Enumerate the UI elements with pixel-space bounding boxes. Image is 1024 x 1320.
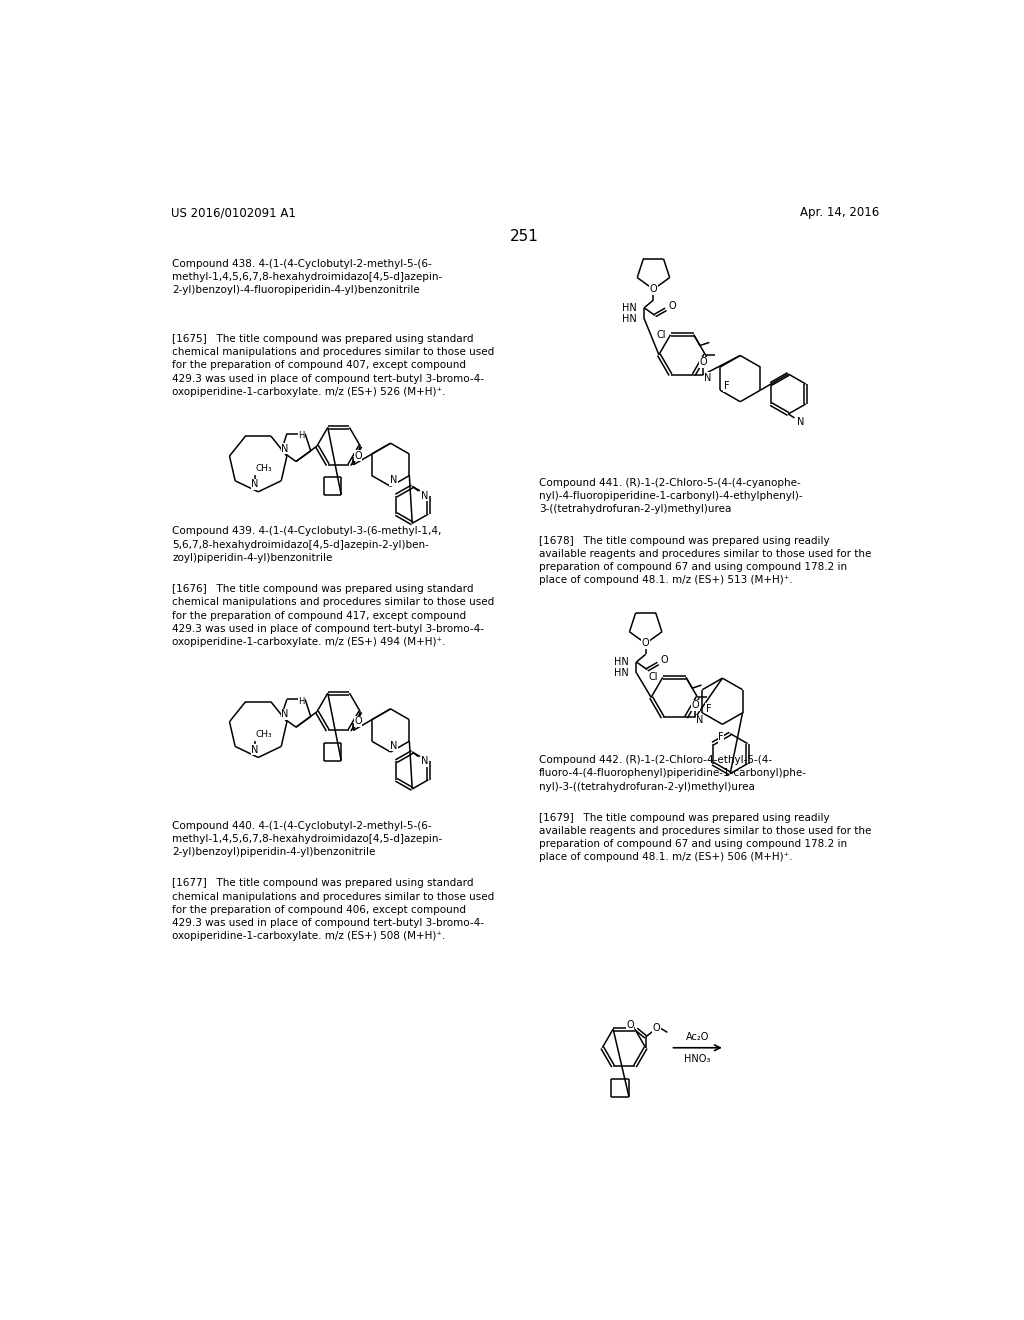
Text: O: O xyxy=(354,450,361,461)
Text: O: O xyxy=(699,358,707,367)
Text: N: N xyxy=(282,709,289,719)
Text: [1676]   The title compound was prepared using standard
chemical manipulations a: [1676] The title compound was prepared u… xyxy=(172,585,495,647)
Text: [1678]   The title compound was prepared using readily
available reagents and pr: [1678] The title compound was prepared u… xyxy=(539,536,871,585)
Text: Apr. 14, 2016: Apr. 14, 2016 xyxy=(801,206,880,219)
Text: N: N xyxy=(252,744,259,755)
Text: H: H xyxy=(298,432,304,441)
Text: Compound 441. (R)-1-(2-Chloro-5-(4-(4-cyanophe-
nyl)-4-fluoropiperidine-1-carbon: Compound 441. (R)-1-(2-Chloro-5-(4-(4-cy… xyxy=(539,478,803,515)
Text: N: N xyxy=(282,444,289,454)
Text: O: O xyxy=(649,284,657,294)
Text: H: H xyxy=(298,697,304,706)
Text: Compound 440. 4-(1-(4-Cyclobutyl-2-methyl-5-(6-
methyl-1,4,5,6,7,8-hexahydroimid: Compound 440. 4-(1-(4-Cyclobutyl-2-methy… xyxy=(172,821,442,857)
Text: HNO₃: HNO₃ xyxy=(684,1053,711,1064)
Text: O: O xyxy=(660,656,668,665)
Text: CH₃: CH₃ xyxy=(255,730,271,739)
Text: N: N xyxy=(252,479,259,490)
Text: Compound 438. 4-(1-(4-Cyclobutyl-2-methyl-5-(6-
methyl-1,4,5,6,7,8-hexahydroimid: Compound 438. 4-(1-(4-Cyclobutyl-2-methy… xyxy=(172,259,442,294)
Text: N: N xyxy=(390,475,397,486)
Text: Compound 442. (R)-1-(2-Chloro-4-ethyl-5-(4-
fluoro-4-(4-fluorophenyl)piperidine-: Compound 442. (R)-1-(2-Chloro-4-ethyl-5-… xyxy=(539,755,807,792)
Text: Compound 439. 4-(1-(4-Cyclobutyl-3-(6-methyl-1,4,
5,6,7,8-hexahydroimidazo[4,5-d: Compound 439. 4-(1-(4-Cyclobutyl-3-(6-me… xyxy=(172,527,441,562)
Text: N: N xyxy=(696,715,703,726)
Text: Cl: Cl xyxy=(648,672,658,682)
Text: O: O xyxy=(354,717,361,726)
Text: O: O xyxy=(627,1019,634,1030)
Text: US 2016/0102091 A1: US 2016/0102091 A1 xyxy=(171,206,296,219)
Text: [1679]   The title compound was prepared using readily
available reagents and pr: [1679] The title compound was prepared u… xyxy=(539,813,871,862)
Text: O: O xyxy=(642,639,649,648)
Text: 251: 251 xyxy=(510,230,540,244)
Text: O: O xyxy=(652,1023,660,1032)
Text: F: F xyxy=(706,704,712,714)
Text: O: O xyxy=(669,301,676,312)
Text: N: N xyxy=(421,756,428,766)
Text: N: N xyxy=(797,417,805,426)
Text: F: F xyxy=(724,381,729,391)
Text: [1677]   The title compound was prepared using standard
chemical manipulations a: [1677] The title compound was prepared u… xyxy=(172,878,495,941)
Text: HN: HN xyxy=(622,314,636,323)
Text: O: O xyxy=(691,700,699,710)
Text: N: N xyxy=(421,491,428,500)
Text: Cl: Cl xyxy=(656,330,666,339)
Text: N: N xyxy=(705,372,712,383)
Text: HN: HN xyxy=(614,657,629,667)
Text: CH₃: CH₃ xyxy=(255,465,271,473)
Text: HN: HN xyxy=(614,668,629,677)
Text: [1675]   The title compound was prepared using standard
chemical manipulations a: [1675] The title compound was prepared u… xyxy=(172,334,495,397)
Text: HN: HN xyxy=(622,302,636,313)
Text: F: F xyxy=(719,733,724,742)
Text: N: N xyxy=(390,741,397,751)
Text: Ac₂O: Ac₂O xyxy=(686,1032,710,1041)
